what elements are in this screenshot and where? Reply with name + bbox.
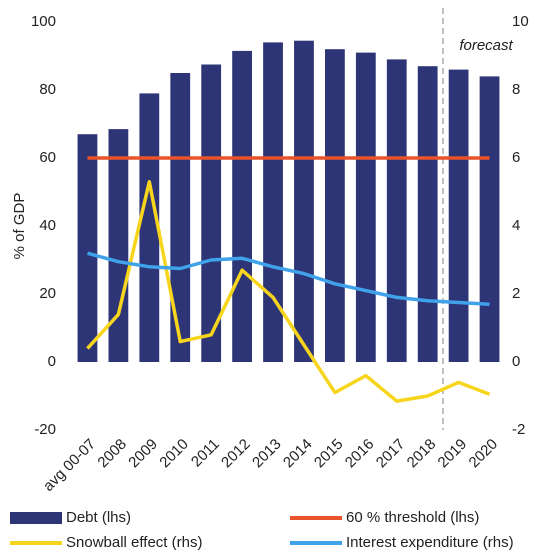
x-tick-label: 2018 [404,436,440,472]
bar [324,49,345,362]
x-tick-label: 2013 [249,436,285,472]
y2-tick-label: 8 [512,81,520,98]
x-tick-label: 2017 [373,436,409,472]
y-tick-label: 100 [31,13,56,30]
bar [201,64,222,362]
y2-tick-label: 0 [512,353,520,370]
legend-label: Snowball effect (rhs) [66,534,202,551]
x-tick-label: 2008 [94,436,130,472]
x-tick-label: 2015 [311,436,347,472]
line [87,251,490,306]
y-tick-label: 0 [48,353,56,370]
y2-tick-label: 6 [512,149,520,166]
bar [77,134,98,362]
bar [108,129,129,362]
legend-swatch [10,512,62,524]
bar [355,52,376,362]
y2-tick-label: 2 [512,285,520,302]
bar [417,66,438,362]
bar [170,73,191,362]
y-tick-label: 40 [39,217,56,234]
bar [294,40,314,362]
bar [448,69,469,362]
x-tick-label: avg 00-07 [40,436,99,495]
x-tick-label: 2009 [125,436,161,472]
y-tick-label: 80 [39,81,56,98]
x-tick-label: 2012 [218,436,254,472]
x-tick-label: 2011 [188,436,223,471]
legend-label: Debt (lhs) [66,509,131,526]
bar [386,59,407,363]
x-tick-label: 2014 [280,436,316,472]
line [86,180,491,403]
bar [139,93,160,363]
annotation: forecast [459,37,513,54]
legend-label: Interest expenditure (rhs) [346,534,514,551]
y-tick-label: 60 [39,149,56,166]
y2-tick-label: 10 [512,13,529,30]
x-tick-label: 2020 [466,436,502,472]
y-tick-label: -20 [34,421,56,438]
legend-label: 60 % threshold (lhs) [346,509,479,526]
x-tick-label: 2010 [156,436,192,472]
y-axis-label: % of GDP [11,193,28,260]
y2-tick-label: 4 [512,217,520,234]
y-tick-label: 20 [39,285,56,302]
x-tick-label: 2019 [435,436,471,472]
bar [232,50,253,363]
bar [479,76,500,363]
bar [263,42,283,363]
y2-tick-label: -2 [512,421,525,438]
x-tick-label: 2016 [342,436,378,472]
